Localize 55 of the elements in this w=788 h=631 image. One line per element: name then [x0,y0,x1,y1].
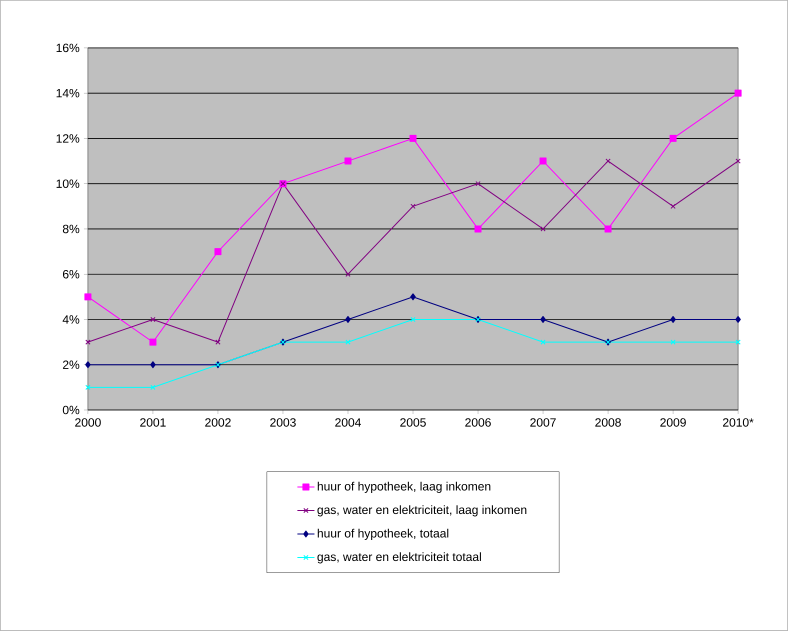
point [670,204,676,209]
point [85,361,91,368]
y-tick-label: 6% [62,270,80,278]
point [410,316,416,322]
x-tick-label: 2007 [530,418,556,427]
y-tick-label: 16% [56,44,80,52]
x-tick-label: 2005 [400,418,426,427]
point [670,134,677,142]
x-tick-label: 2000 [75,418,101,427]
legend-label: huur of hypotheek, laag inkomen [318,482,490,493]
point [410,134,417,142]
x-tick-label: 2010* [723,418,754,427]
point [540,316,546,323]
point [540,340,546,345]
x-tick-label: 2008 [595,418,621,427]
point [150,316,156,322]
point [345,340,351,345]
point [149,338,156,346]
y-tick-label: 2% [62,360,80,369]
point [670,316,676,323]
point [345,316,351,323]
point [734,90,742,97]
point [474,225,482,232]
point [84,293,92,300]
y-tick-label: 8% [62,224,80,234]
point [150,384,156,390]
point [150,361,156,368]
y-tick-label: 10% [56,179,80,188]
point [735,316,741,323]
point [670,340,676,345]
point [215,340,221,345]
point [540,158,547,165]
legend-label: gas, water en elektriciteit totaal [317,552,481,564]
point [604,225,612,232]
x-tick-label: 2006 [465,418,491,427]
x-tick-label: 2003 [270,418,296,427]
x-tick-label: 2009 [660,418,686,427]
y-tick-label: 4% [62,315,80,324]
point [214,248,222,256]
x-tick-label: 2001 [140,418,166,427]
point [735,158,741,164]
point [475,181,481,186]
y-tick-label: 12% [56,134,80,143]
point [605,158,611,164]
point [410,293,416,300]
point [344,158,352,165]
point [540,226,546,232]
legend-label: huur of hypotheek, totaal [318,528,448,540]
y-tick-label: 0% [62,406,80,414]
x-tick-label: 2002 [205,418,231,427]
y-tick-label: 14% [56,88,80,98]
legend-label: gas, water en elektriciteit, laag inkomen [317,505,526,516]
point [345,272,351,277]
point [410,204,416,209]
x-tick-label: 2004 [335,418,361,427]
